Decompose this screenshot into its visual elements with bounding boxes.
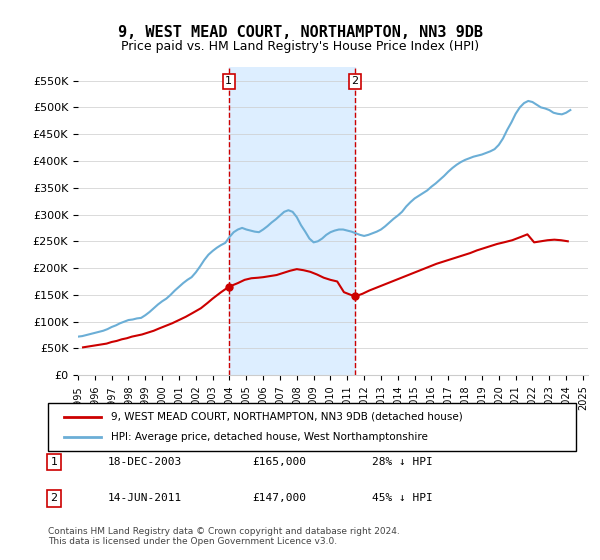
Text: 2: 2	[352, 76, 358, 86]
Bar	[229, 67, 355, 375]
Text: Contains HM Land Registry data © Crown copyright and database right 2024.
This d: Contains HM Land Registry data © Crown c…	[48, 526, 400, 546]
Text: 45% ↓ HPI: 45% ↓ HPI	[372, 493, 433, 503]
Text: £147,000: £147,000	[252, 493, 306, 503]
Text: 1: 1	[226, 76, 232, 86]
Text: 1: 1	[50, 457, 58, 467]
Text: £165,000: £165,000	[252, 457, 306, 467]
FancyBboxPatch shape	[48, 403, 576, 451]
Text: 18-DEC-2003: 18-DEC-2003	[108, 457, 182, 467]
Text: 9, WEST MEAD COURT, NORTHAMPTON, NN3 9DB (detached house): 9, WEST MEAD COURT, NORTHAMPTON, NN3 9DB…	[112, 412, 463, 422]
Text: 28% ↓ HPI: 28% ↓ HPI	[372, 457, 433, 467]
Text: HPI: Average price, detached house, West Northamptonshire: HPI: Average price, detached house, West…	[112, 432, 428, 442]
Text: 14-JUN-2011: 14-JUN-2011	[108, 493, 182, 503]
Text: Price paid vs. HM Land Registry's House Price Index (HPI): Price paid vs. HM Land Registry's House …	[121, 40, 479, 53]
Text: 9, WEST MEAD COURT, NORTHAMPTON, NN3 9DB: 9, WEST MEAD COURT, NORTHAMPTON, NN3 9DB	[118, 25, 482, 40]
Text: 2: 2	[50, 493, 58, 503]
